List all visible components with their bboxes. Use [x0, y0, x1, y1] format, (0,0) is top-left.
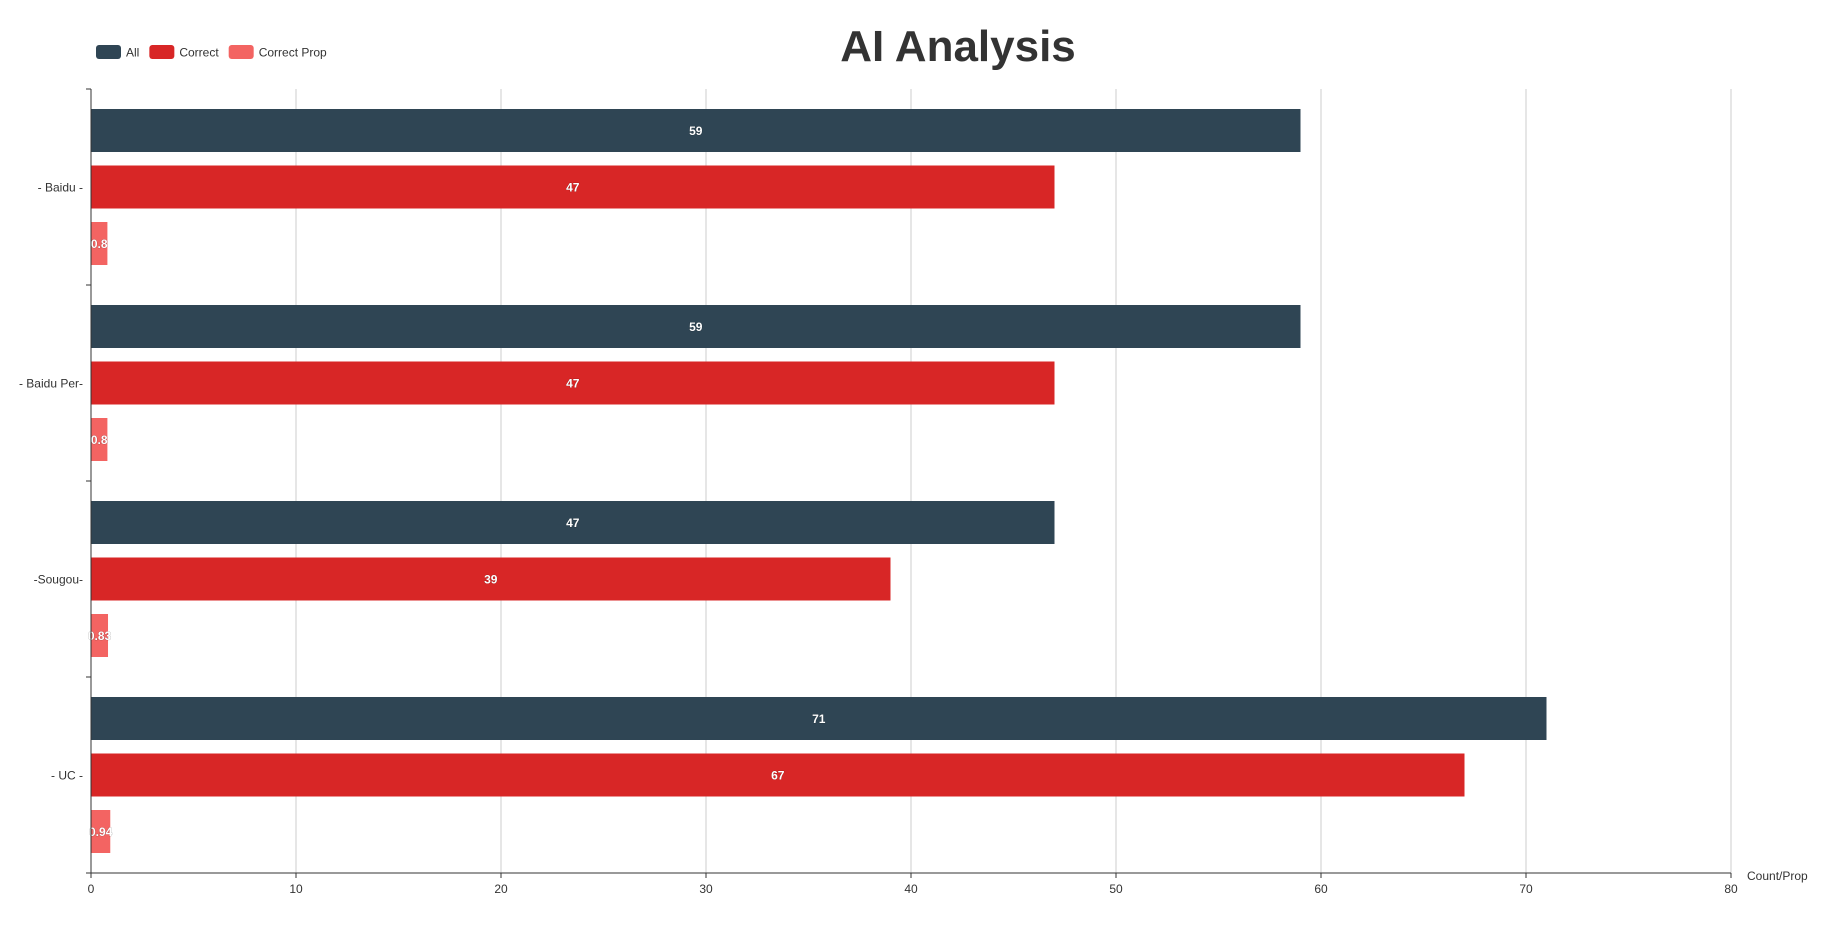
legend-swatch [96, 45, 121, 59]
grid-lines [295, 89, 1732, 873]
bar-value-label: 0.8 [91, 433, 108, 447]
bar-value-label: 47 [566, 377, 580, 391]
legend-item-correct[interactable]: Correct [149, 45, 219, 60]
bar-correct-prop [91, 810, 111, 853]
legend-label: Correct Prop [259, 46, 327, 60]
bar-all [91, 697, 1547, 740]
y-category-label: -Sougou- [34, 573, 83, 587]
bar-all [91, 501, 1055, 544]
legend-label: All [126, 46, 139, 60]
x-tick-label: 10 [289, 882, 303, 896]
x-tick-label: 30 [699, 882, 713, 896]
x-tick-label: 0 [88, 882, 95, 896]
bar-value-label: 47 [566, 181, 580, 195]
bar-value-label: 47 [566, 516, 580, 530]
y-category-label: - Baidu - [38, 181, 83, 195]
chart-title: AI Analysis [840, 22, 1076, 71]
legend[interactable]: All Correct Correct Prop [96, 45, 327, 60]
bar-value-label: 39 [484, 573, 498, 587]
x-axis-title: Count/Prop [1747, 869, 1808, 883]
bar-correct [91, 361, 1055, 405]
legend-item-correct-prop[interactable]: Correct Prop [228, 45, 327, 60]
bar-all [91, 109, 1301, 152]
legend-label: Correct [179, 46, 219, 60]
bar-correct [91, 753, 1465, 797]
x-tick-label: 40 [904, 882, 918, 896]
legend-item-all[interactable]: All [96, 45, 139, 60]
y-category-label: - Baidu Per- [19, 377, 83, 391]
bar-value-label: 0.83 [88, 629, 112, 643]
x-tick-label: 60 [1314, 882, 1328, 896]
x-tick-label: 50 [1109, 882, 1123, 896]
bar-correct-prop [91, 418, 108, 461]
bar-correct-prop [91, 222, 108, 265]
x-tick-label: 20 [494, 882, 508, 896]
bar-value-label: 59 [689, 124, 703, 138]
x-tick-label: 70 [1519, 882, 1533, 896]
axes: 0 10 20 30 40 50 60 70 80 - Baidu - - Baidu Per- -S… [19, 88, 1738, 896]
bar-value-label: 59 [689, 320, 703, 334]
legend-swatch [228, 45, 254, 59]
bar-value-label: 0.8 [91, 237, 108, 251]
bar-correct [91, 165, 1055, 209]
bar-value-label: 71 [812, 712, 826, 726]
y-category-label: - UC - [51, 769, 83, 783]
x-tick-label: 80 [1724, 882, 1738, 896]
bar-all [91, 305, 1301, 348]
legend-swatch [149, 45, 175, 59]
bar-value-label: 0.94 [89, 825, 113, 839]
bars: 59 47 0.8 59 47 0.8 47 39 0.83 71 67 0.94 [88, 109, 1547, 853]
bar-correct [91, 557, 891, 601]
bar-value-label: 67 [771, 769, 785, 783]
bar-correct-prop [91, 614, 109, 657]
